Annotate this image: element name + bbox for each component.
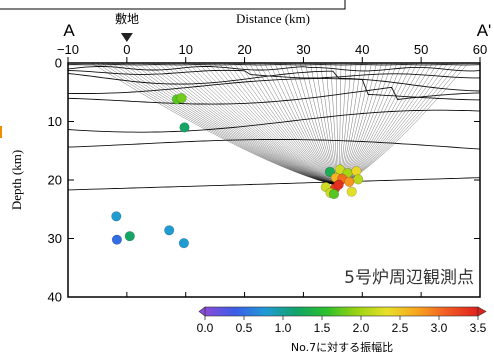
ray-path [223, 63, 339, 187]
y-tick-label: 10 [48, 114, 62, 129]
ray-path [218, 63, 339, 187]
station-point [179, 122, 190, 133]
side-marker [0, 126, 2, 138]
x-tick-label: 40 [355, 42, 369, 57]
x-tick-label: 0 [123, 42, 130, 57]
y-tick-label: 40 [48, 290, 62, 305]
x-tick-label: 50 [414, 42, 428, 57]
x-tick-label: 10 [178, 42, 192, 57]
ray-path [239, 63, 339, 187]
velocity-structure-lines [68, 64, 480, 191]
y-tick-label: 20 [48, 173, 62, 188]
station-point [353, 174, 364, 185]
site-triangle-icon [120, 33, 133, 42]
station-point [111, 234, 122, 245]
ray-path [213, 63, 339, 187]
y-tick-label: 30 [48, 231, 62, 246]
x-axis-ticks: −10 0 10 20 30 40 50 60 [57, 42, 487, 297]
station-point [176, 92, 187, 104]
ray-path [244, 63, 339, 187]
profile-end-label: A' [477, 21, 492, 40]
layer-boundary [68, 109, 480, 133]
layer-boundary [68, 66, 480, 72]
layer-boundary [68, 70, 480, 92]
x-tick-label: 20 [237, 42, 251, 57]
station-group-label: 5号炉周辺観測点 [344, 268, 474, 288]
layer-boundary [68, 177, 480, 191]
x-tick-label: 60 [473, 42, 487, 57]
colorbar-tick-label: 0.0 [197, 321, 214, 335]
y-tick-label: 0 [55, 56, 62, 71]
colorbar-tick-label: 2.5 [392, 321, 409, 335]
colorbar-tick-label: 3.0 [431, 321, 448, 335]
colorbar-left-cap [198, 306, 206, 317]
station-point [328, 188, 340, 200]
x-tick-label: −10 [57, 42, 79, 57]
station-points [111, 92, 364, 249]
ray-paths [91, 63, 469, 187]
x-tick-label: 30 [296, 42, 310, 57]
ray-path [142, 63, 339, 187]
ray-path [233, 63, 339, 187]
colorbar-right-cap [477, 306, 487, 317]
y-axis-ticks: 0 10 20 30 40 [48, 56, 480, 305]
site-marker: 敷地 [115, 11, 139, 42]
header-box [0, 0, 346, 10]
colorbar: 0.0 0.5 1.0 1.5 2.0 2.5 3.0 3.5 No.7に対する振幅比 [197, 306, 487, 352]
layer-boundary [68, 86, 480, 105]
colorbar-title: No.7に対する振幅比 [291, 340, 393, 352]
colorbar-tick-label: 1.5 [314, 321, 331, 335]
station-point [164, 225, 175, 236]
colorbar-gradient [204, 306, 479, 317]
station-point [333, 179, 344, 190]
station-point [124, 231, 135, 242]
station-point [111, 211, 122, 222]
y-axis-title: Depth (km) [9, 150, 24, 210]
station-point [178, 238, 189, 249]
colorbar-tick-label: 3.5 [470, 321, 487, 335]
x-axis-title: Distance (km) [236, 11, 310, 26]
colorbar-tick-label: 0.5 [236, 321, 253, 335]
station-point [344, 176, 355, 187]
colorbar-ticks: 0.0 0.5 1.0 1.5 2.0 2.5 3.0 3.5 [197, 316, 487, 335]
station-point [324, 166, 336, 177]
ray-path [249, 63, 339, 187]
colorbar-tick-label: 1.0 [275, 321, 292, 335]
colorbar-tick-label: 2.0 [353, 321, 370, 335]
profile-start-label: A [63, 21, 75, 40]
site-label: 敷地 [115, 11, 139, 26]
station-point [346, 186, 357, 197]
